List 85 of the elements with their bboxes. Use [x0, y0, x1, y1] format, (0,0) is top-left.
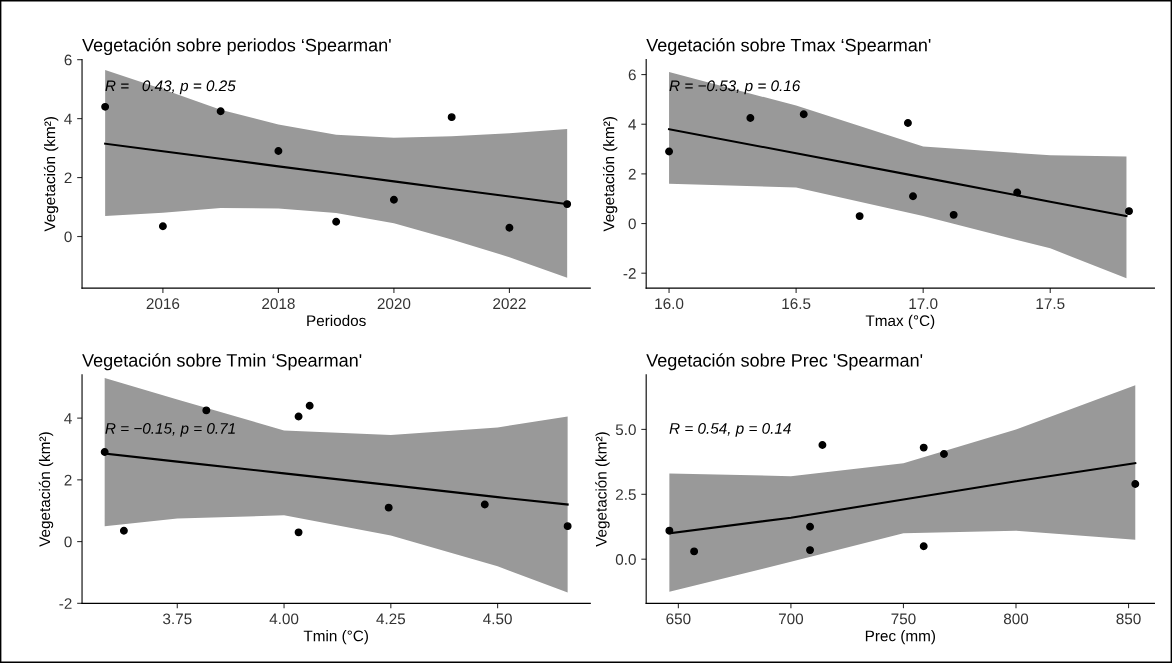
point	[903, 119, 912, 127]
point	[305, 401, 314, 410]
x-tick-label: 4.25	[376, 613, 406, 625]
chart-title: Vegetación sobre periodos ‘Spearman'	[82, 38, 391, 56]
x-tick-label: 2022	[493, 298, 526, 310]
x-tick-label: 3.75	[163, 613, 192, 625]
y-axis-title: Vegetación (km²)	[595, 432, 610, 547]
annotation: R = −0.53, p = 0.16	[669, 80, 801, 95]
point	[216, 107, 225, 116]
y-tick-label: -2	[59, 598, 72, 609]
point	[389, 195, 398, 204]
point	[1131, 479, 1140, 488]
point	[818, 441, 827, 449]
y-tick-label: 0.0	[615, 554, 636, 565]
point	[909, 192, 917, 201]
point	[799, 110, 808, 119]
point	[202, 406, 211, 415]
annotation: R = −0.15, p = 0.71	[105, 423, 235, 437]
point	[940, 450, 948, 459]
annotation: R = 0.54, p = 0.14	[669, 423, 791, 437]
y-tick-label: 6	[64, 54, 72, 66]
x-tick-label: 16.5	[782, 298, 811, 310]
point	[274, 147, 283, 155]
x-tick-label: 2018	[262, 298, 295, 310]
x-tick-label: 2016	[146, 298, 180, 310]
y-tick-label: 0	[628, 218, 636, 230]
x-tick-label: 2020	[377, 298, 411, 310]
x-tick-label: 16.0	[655, 298, 684, 310]
chart-title: Vegetación sobre Prec 'Spearman'	[646, 353, 923, 371]
x-axis-title: Tmin (°C)	[303, 630, 368, 645]
chart-title: Vegetación sobre Tmax ‘Spearman'	[646, 38, 931, 56]
x-tick-label: 800	[1003, 613, 1029, 625]
x-tick-label: 850	[1116, 613, 1141, 625]
point	[919, 443, 928, 452]
x-axis-title: Prec (mm)	[865, 630, 935, 645]
point	[665, 147, 674, 156]
point	[100, 448, 109, 457]
x-axis-title: Tmax (°C)	[865, 314, 935, 330]
point	[806, 546, 814, 555]
x-tick-label: 17.0	[909, 298, 938, 310]
point	[806, 522, 814, 531]
annotation: R = 0.43, p = 0.25	[105, 80, 236, 95]
point	[480, 500, 489, 509]
x-tick-label: 750	[891, 613, 916, 625]
y-axis-title: Vegetación (km²)	[602, 117, 618, 232]
point	[746, 114, 755, 122]
point	[294, 412, 303, 421]
y-axis-title: Vegetación (km²)	[43, 117, 59, 232]
point	[447, 113, 456, 122]
y-tick-label: 5.0	[615, 424, 636, 436]
x-axis-title: Periodos	[307, 314, 366, 327]
point	[384, 503, 393, 512]
y-axis-title: Vegetación (km²)	[38, 432, 54, 547]
y-tick-label: 6	[628, 69, 636, 81]
x-tick-label: 700	[778, 613, 804, 625]
x-tick-label: 4.00	[269, 613, 299, 625]
point	[919, 542, 928, 551]
y-tick-label: 2.5	[615, 489, 636, 500]
y-tick-label: -2	[623, 268, 636, 279]
y-tick-label: 4	[64, 113, 72, 125]
point	[294, 528, 303, 537]
x-tick-label: 17.5	[1036, 298, 1065, 310]
x-tick-label: 650	[666, 613, 691, 625]
y-tick-label: 0	[64, 536, 72, 548]
y-tick-label: 0	[64, 231, 72, 243]
y-tick-label: 4	[64, 413, 72, 424]
point	[665, 526, 674, 535]
y-tick-label: 2	[64, 172, 72, 184]
point	[1125, 207, 1133, 216]
chart-title: Vegetación sobre Tmin ‘Spearman'	[82, 353, 362, 371]
point	[119, 526, 128, 535]
point	[949, 210, 958, 219]
point	[1013, 188, 1022, 197]
y-tick-label: 2	[628, 168, 636, 180]
y-tick-label: 2	[64, 474, 72, 486]
point	[332, 217, 341, 226]
y-tick-label: 4	[628, 119, 637, 130]
point	[690, 547, 699, 556]
point	[855, 212, 864, 221]
point	[505, 223, 514, 232]
point	[158, 222, 167, 231]
point	[101, 102, 110, 111]
point	[563, 200, 572, 209]
x-tick-label: 4.50	[483, 613, 512, 625]
point	[563, 522, 572, 531]
